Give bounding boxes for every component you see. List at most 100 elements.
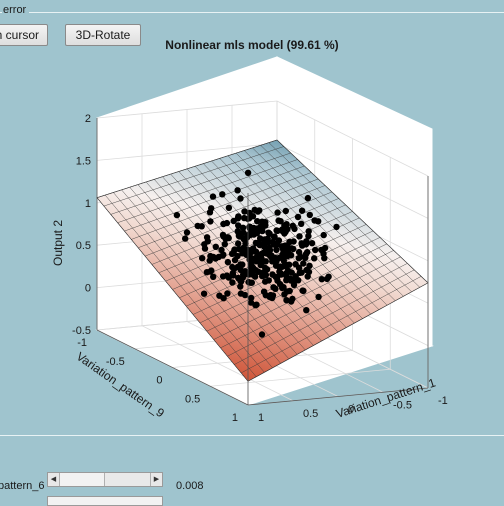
data-point <box>268 252 275 259</box>
data-point <box>200 290 208 297</box>
data-point <box>235 232 243 240</box>
surface-plot[interactable]: -0.500.511.52-1-0.500.51-1-0.500.51 Outp… <box>0 0 504 430</box>
rotate-3d-button[interactable]: 3D-Rotate <box>65 24 141 46</box>
z-tick-label: 2 <box>85 113 91 125</box>
data-point <box>273 246 280 253</box>
data-point <box>262 219 269 226</box>
data-point <box>224 258 232 266</box>
data-point <box>203 269 211 276</box>
chart-title: Nonlinear mls model (99.61 %) <box>165 38 339 52</box>
data-point <box>280 250 288 257</box>
x-tick-label: 0.5 <box>303 408 318 420</box>
axis-line <box>96 329 249 406</box>
y-tick-label: 0.5 <box>185 393 200 405</box>
data-point <box>207 218 214 225</box>
data-point <box>224 290 231 297</box>
data-point <box>298 207 306 214</box>
z-tick-label: 0.5 <box>76 240 91 252</box>
data-point <box>234 227 241 235</box>
data-point <box>257 257 264 264</box>
data-point <box>216 292 223 299</box>
data-point <box>303 307 310 314</box>
mesh-line <box>227 155 380 310</box>
data-point <box>274 209 281 216</box>
y-tick-label: -0.5 <box>106 356 125 368</box>
data-point <box>249 248 256 255</box>
data-point <box>270 241 277 248</box>
mesh-line <box>235 152 388 306</box>
panel-title: error <box>2 4 30 16</box>
data-point <box>280 257 287 264</box>
y-tick-label: 1 <box>232 412 238 424</box>
data-point <box>259 227 266 235</box>
mesh-line <box>252 147 404 297</box>
data-point <box>235 263 243 270</box>
data-point <box>300 260 307 267</box>
data-point <box>212 243 219 250</box>
data-point <box>318 276 325 283</box>
data-point <box>210 273 217 280</box>
data-point <box>304 194 312 202</box>
data-point <box>272 262 280 269</box>
data-point <box>199 255 206 262</box>
data-point <box>274 227 281 234</box>
data-point <box>246 223 253 230</box>
data-point <box>305 232 312 240</box>
mesh-line <box>213 250 394 340</box>
data-point <box>263 238 270 246</box>
data-point <box>248 267 255 274</box>
slider-value: 0.008 <box>176 480 204 492</box>
data-point <box>235 222 242 229</box>
data-point <box>281 242 289 249</box>
pattern-slider[interactable]: ◀ ▶ <box>47 472 163 487</box>
data-point <box>298 269 305 276</box>
data-point <box>234 187 241 194</box>
data-point <box>252 267 260 274</box>
data-point <box>271 234 278 241</box>
data-point <box>254 208 262 215</box>
pattern-slider-2[interactable] <box>47 496 163 506</box>
data-point <box>325 273 332 280</box>
data-point <box>234 252 241 260</box>
data-point <box>201 245 209 252</box>
data-point <box>311 217 318 224</box>
z-axis-label: Output 2 <box>51 220 65 266</box>
data-point <box>237 195 244 202</box>
data-point <box>282 207 289 215</box>
slider-thumb[interactable] <box>104 473 156 486</box>
slider-right-arrow-icon[interactable]: ▶ <box>150 473 162 486</box>
data-point <box>288 269 295 276</box>
data-point <box>291 225 298 233</box>
tick-labels: -0.500.511.52-1-0.500.51-1-0.500.51 <box>72 113 448 424</box>
x-tick-label: -0.5 <box>393 399 412 411</box>
data-point <box>206 209 214 216</box>
data-point <box>254 239 261 247</box>
data-point <box>244 234 251 241</box>
slider-left-arrow-icon[interactable]: ◀ <box>48 473 60 486</box>
data-point <box>315 293 322 301</box>
data-point <box>283 297 290 304</box>
mesh-line <box>219 158 371 315</box>
data-point <box>219 191 226 198</box>
mesh-line <box>227 263 408 357</box>
data-point <box>247 279 254 286</box>
data-point <box>333 223 340 231</box>
data-point <box>235 240 242 247</box>
data-point <box>242 240 249 247</box>
data-point <box>294 213 302 221</box>
data-point <box>279 284 286 292</box>
data-point <box>173 211 181 219</box>
data-point <box>306 262 313 269</box>
data-point <box>277 218 284 225</box>
data-cursor-button[interactable]: n cursor <box>0 24 48 46</box>
data-point <box>212 255 219 262</box>
mesh-line <box>234 269 415 365</box>
z-tick-label: 1 <box>85 198 91 210</box>
data-point <box>225 204 233 211</box>
data-point <box>221 241 228 248</box>
data-point <box>198 223 205 230</box>
data-point <box>266 293 273 300</box>
mesh-line <box>220 256 401 349</box>
data-point <box>220 220 227 228</box>
data-point <box>302 254 309 261</box>
